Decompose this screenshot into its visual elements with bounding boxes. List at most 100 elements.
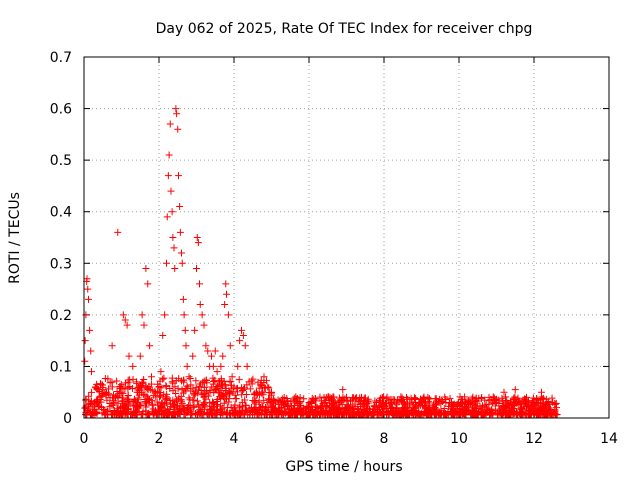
noise-point (296, 394, 304, 402)
noise-point (111, 393, 119, 401)
noise-point (137, 401, 145, 409)
data-point (181, 326, 189, 334)
noise-point (262, 377, 270, 385)
noise-point (429, 403, 437, 411)
noise-point (325, 407, 333, 415)
noise-point (200, 383, 208, 391)
noise-point (132, 411, 140, 419)
noise-point (171, 383, 179, 391)
noise-point (295, 405, 303, 413)
noise-point (354, 398, 362, 406)
y-tick-label: 0.4 (50, 205, 72, 221)
noise-point (154, 380, 162, 388)
noise-point (404, 409, 412, 417)
noise-point (481, 396, 489, 404)
background-noise-points (81, 374, 561, 419)
noise-point (126, 400, 134, 408)
data-point (221, 301, 229, 309)
noise-point (257, 382, 265, 390)
noise-point (217, 375, 225, 383)
noise-point (81, 404, 89, 412)
noise-point (528, 398, 536, 406)
data-point (204, 347, 212, 355)
x-tick-label: 10 (450, 431, 468, 447)
noise-point (193, 397, 201, 405)
noise-point (471, 402, 479, 410)
noise-point (133, 380, 141, 388)
noise-point (393, 404, 401, 412)
y-tick-label: 0.3 (50, 256, 72, 272)
data-point (144, 280, 152, 288)
noise-point (169, 396, 177, 404)
noise-point (82, 396, 90, 404)
noise-point (104, 385, 112, 393)
noise-point (256, 391, 264, 399)
noise-point (159, 406, 167, 414)
noise-point (206, 386, 214, 394)
data-point (209, 362, 217, 370)
noise-point (198, 401, 206, 409)
noise-point (219, 382, 227, 390)
noise-point (138, 410, 146, 418)
y-tick-labels: 0 0.1 0.2 0.3 0.4 0.5 0.6 0.7 (50, 50, 72, 427)
noise-point (255, 406, 263, 414)
noise-point (270, 397, 278, 405)
noise-point (510, 394, 518, 402)
data-point (164, 172, 172, 180)
data-point (108, 342, 116, 350)
noise-point (125, 405, 133, 413)
x-axis-label: GPS time / hours (285, 459, 402, 475)
noise-point (117, 388, 125, 396)
noise-point (341, 395, 349, 403)
data-point (194, 239, 202, 247)
noise-point (332, 410, 340, 418)
data-point (119, 311, 127, 319)
data-point (166, 120, 174, 128)
noise-point (440, 410, 448, 418)
noise-point (220, 390, 228, 398)
noise-point (461, 393, 469, 401)
noise-point (446, 394, 454, 402)
noise-point (147, 380, 155, 388)
data-point (138, 311, 146, 319)
noise-point (267, 409, 275, 417)
noise-point (520, 395, 528, 403)
noise-point (281, 409, 289, 417)
data-point (511, 386, 519, 394)
noise-point (489, 410, 497, 418)
noise-point (113, 377, 121, 385)
noise-point (162, 393, 170, 401)
noise-point (186, 396, 194, 404)
noise-point (260, 411, 268, 419)
noise-point (170, 411, 178, 419)
noise-point (462, 398, 470, 406)
noise-point (207, 406, 215, 414)
data-point (193, 234, 201, 241)
noise-point (104, 375, 112, 383)
noise-point (176, 410, 184, 418)
data-point (224, 311, 232, 319)
noise-point (132, 403, 140, 411)
noise-point (232, 395, 240, 403)
noise-point (506, 404, 514, 412)
noise-point (212, 386, 220, 394)
noise-point (533, 395, 541, 403)
data-point (121, 316, 129, 324)
noise-point (206, 399, 214, 407)
noise-point (498, 411, 506, 419)
noise-point (88, 388, 96, 396)
data-point (157, 368, 165, 376)
data-point (129, 362, 137, 370)
data-point (169, 234, 177, 241)
noise-point (148, 397, 156, 405)
noise-point (187, 381, 195, 389)
noise-point (138, 381, 146, 389)
noise-point (419, 402, 427, 410)
noise-point (100, 405, 108, 413)
noise-point (114, 408, 122, 416)
noise-point (415, 400, 423, 408)
noise-point (200, 393, 208, 401)
noise-point (134, 386, 142, 394)
noise-point (389, 395, 397, 403)
noise-point (548, 394, 556, 402)
